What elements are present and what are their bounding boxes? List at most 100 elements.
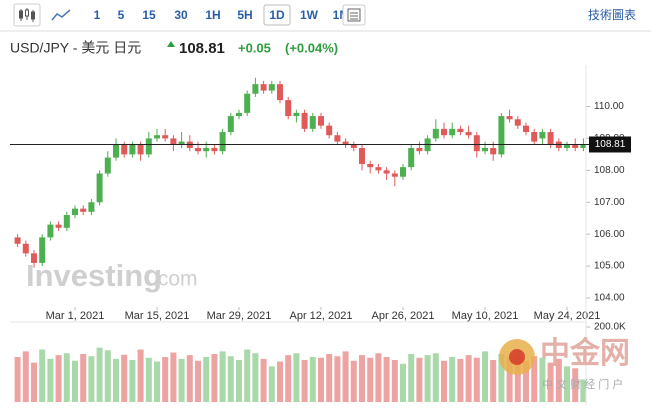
volume-bar <box>383 357 390 402</box>
volume-bar <box>375 353 382 402</box>
settings-button[interactable] <box>342 4 366 26</box>
candle-body <box>482 147 488 152</box>
interval-button[interactable]: 1H <box>205 8 220 22</box>
overlay: 中金网 中 文 财 经 门 户 108.81 <box>10 136 631 391</box>
logo-icon-core <box>509 349 525 365</box>
volume-bar <box>63 353 70 402</box>
volume-bar <box>309 357 316 402</box>
candle-body <box>523 125 529 133</box>
volume-bar <box>186 355 193 402</box>
candle-body <box>572 144 579 148</box>
volume-bar <box>408 354 415 402</box>
volume-bar <box>572 368 579 402</box>
candle-body <box>244 93 251 113</box>
volume-bar <box>539 357 546 402</box>
volume-bar <box>178 358 185 402</box>
line-icon <box>51 9 71 21</box>
volume-bar <box>236 360 242 402</box>
candle-body <box>498 116 505 155</box>
volume-tick-label: 200.0K <box>594 322 626 333</box>
interval-button[interactable]: 5H <box>237 8 252 22</box>
volume-bar <box>465 355 472 402</box>
volume-bar <box>342 351 349 402</box>
candle-body <box>145 138 152 155</box>
x-tick-label: Apr 12, 2021 <box>290 310 353 322</box>
volume-bar <box>219 351 226 402</box>
volume-bar <box>334 356 341 402</box>
candle-body <box>285 100 292 117</box>
volume-bar <box>39 349 46 402</box>
candle-body <box>359 147 365 164</box>
volume-bar <box>47 358 54 402</box>
y-tick-label: 107.00 <box>594 197 625 208</box>
volume-bar <box>145 357 152 402</box>
volume-bar <box>277 361 283 402</box>
y-tick-label: 108.00 <box>594 165 625 176</box>
candle-body <box>14 237 21 244</box>
candle-body <box>55 224 62 228</box>
interval-button[interactable]: 1D <box>269 8 285 22</box>
volume-bar <box>195 360 201 402</box>
volume-bar <box>473 357 480 402</box>
candle-body <box>260 84 267 91</box>
interval-button[interactable]: 1 <box>94 8 101 22</box>
candle-body <box>564 144 570 148</box>
candle-body <box>121 144 128 155</box>
volume-bar <box>523 360 529 402</box>
technical-chart-link[interactable]: 技術圖表 <box>588 8 636 22</box>
logo-name: 中金网 <box>540 336 630 370</box>
volume-bar <box>22 351 29 402</box>
change: +0.05 <box>238 40 271 55</box>
y-tick-label: 110.00 <box>594 101 624 112</box>
volume-bar <box>350 360 357 402</box>
candle-body <box>268 84 275 91</box>
candle-body <box>350 144 357 148</box>
last-price-box <box>589 136 631 153</box>
interval-group: 1 5 15 30 1H 5H 1D 1W 1M <box>94 4 349 26</box>
candle-body <box>63 215 70 228</box>
volume-bar <box>424 355 431 402</box>
candle-icon <box>19 8 35 22</box>
candle-body <box>367 163 374 168</box>
interval-button[interactable]: 30 <box>174 8 188 22</box>
volume-bar <box>449 357 456 402</box>
candle-body <box>408 147 415 168</box>
candle-body <box>400 167 406 177</box>
volume-bar <box>326 354 333 402</box>
candle-body <box>129 144 136 155</box>
candle-body <box>203 147 210 152</box>
x-tick-label: Apr 26, 2021 <box>372 310 435 322</box>
candle-body <box>39 237 46 263</box>
volume-bar <box>514 355 521 402</box>
volume-bar <box>391 360 398 402</box>
candle-body <box>170 138 177 145</box>
interval-button[interactable]: 15 <box>142 8 156 22</box>
volume-bar <box>531 356 538 402</box>
up-arrow <box>167 41 175 47</box>
candle-body <box>227 116 234 133</box>
line-type-button[interactable] <box>48 4 74 26</box>
volume-bar <box>318 357 324 402</box>
y-tick-label: 106.00 <box>594 229 625 240</box>
candle-body <box>342 141 349 145</box>
x-tick-label: Mar 1, 2021 <box>46 310 105 322</box>
candle-body <box>80 208 87 212</box>
candle-body <box>531 132 538 142</box>
candle-body <box>219 132 226 152</box>
volume-bar <box>441 360 447 402</box>
interval-button[interactable]: 1W <box>300 8 319 22</box>
volume-bar <box>14 357 21 402</box>
volume-bar <box>400 363 406 402</box>
y-tick-label: 105.00 <box>594 261 625 272</box>
volume-bar <box>482 351 488 402</box>
symbol: USD/JPY - 美元 日元 <box>10 40 141 56</box>
candle-body <box>441 128 447 136</box>
y-tick-label: 104.00 <box>594 293 625 304</box>
volume-bar <box>252 353 259 402</box>
interval-button[interactable]: 5 <box>118 8 125 22</box>
candle-body <box>31 253 37 263</box>
volume-bar <box>170 352 177 402</box>
volume-bar <box>490 360 497 402</box>
candle-body <box>22 243 29 254</box>
